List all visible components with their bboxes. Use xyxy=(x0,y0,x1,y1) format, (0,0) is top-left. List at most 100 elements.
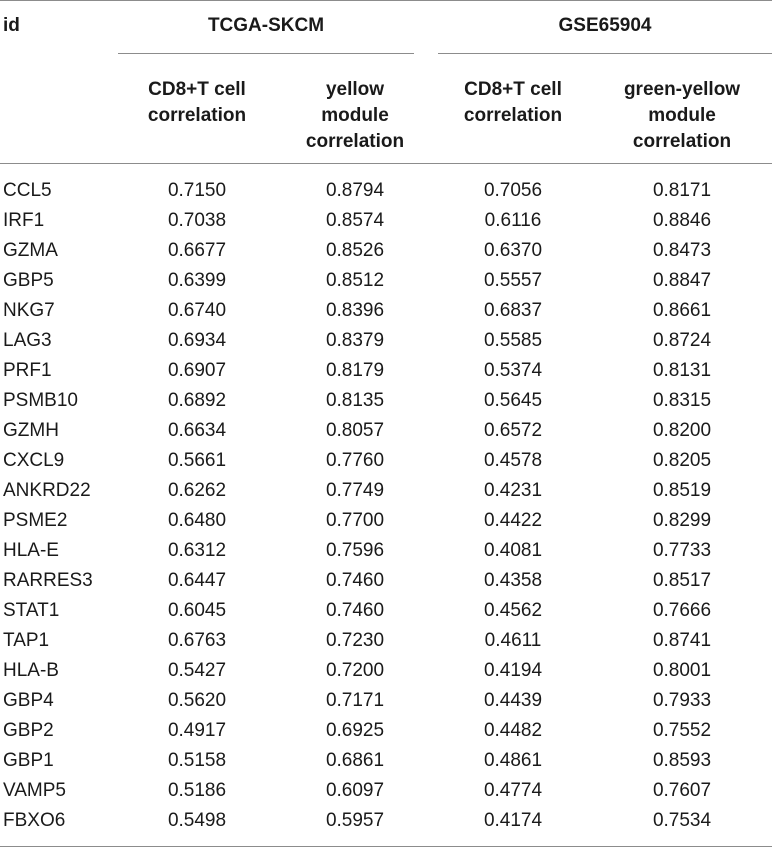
correlation-value-cell: 0.8379 xyxy=(325,329,385,351)
correlation-value-cell: 0.5186 xyxy=(167,779,227,801)
correlation-value-cell: 0.6925 xyxy=(325,719,385,741)
correlation-value-cell: 0.8526 xyxy=(325,239,385,261)
gene-id-cell: RARRES3 xyxy=(3,569,93,591)
correlation-value-cell: 0.8794 xyxy=(325,179,385,201)
correlation-value-cell: 0.7171 xyxy=(325,689,385,711)
sub-header-line: yellow xyxy=(325,79,385,100)
correlation-value-cell: 0.8205 xyxy=(652,449,712,471)
correlation-value-cell: 0.8396 xyxy=(325,299,385,321)
correlation-value-cell: 0.8741 xyxy=(652,629,712,651)
correlation-value-cell: 0.8135 xyxy=(325,389,385,411)
correlation-value-cell: 0.6045 xyxy=(167,599,227,621)
sub-header-line: CD8+T cell xyxy=(148,79,246,100)
correlation-value-cell: 0.6572 xyxy=(483,419,543,441)
correlation-value-cell: 0.6097 xyxy=(325,779,385,801)
gene-id-cell: GZMH xyxy=(3,419,59,441)
correlation-value-cell: 0.6634 xyxy=(167,419,227,441)
correlation-value-cell: 0.7150 xyxy=(167,179,227,201)
correlation-value-cell: 0.6892 xyxy=(167,389,227,411)
correlation-value-cell: 0.6370 xyxy=(483,239,543,261)
sub-header-line: module xyxy=(321,105,389,126)
gene-id-cell: VAMP5 xyxy=(3,779,67,801)
gene-id-cell: GZMA xyxy=(3,239,58,261)
group-header-row: id TCGA-SKCM GSE65904 xyxy=(0,0,772,67)
correlation-value-cell: 0.8200 xyxy=(652,419,712,441)
table-row: GBP1 0.5158 0.6861 0.4861 0.8593 xyxy=(0,746,772,776)
table-row: IRF1 0.7038 0.8574 0.6116 0.8846 xyxy=(0,206,772,236)
correlation-value-cell: 0.4194 xyxy=(483,659,543,681)
correlation-value-cell: 0.7460 xyxy=(325,599,385,621)
correlation-value-cell: 0.6861 xyxy=(325,749,385,771)
gene-id-cell: PSME2 xyxy=(3,509,68,531)
correlation-value-cell: 0.6262 xyxy=(167,479,227,501)
gene-id-cell: STAT1 xyxy=(3,599,60,621)
sub-header-line: CD8+T cell xyxy=(464,79,562,100)
table-row: VAMP5 0.5186 0.6097 0.4774 0.7607 xyxy=(0,776,772,806)
sub-header-tcga-module: yellow module correlation xyxy=(276,67,435,164)
correlation-value-cell: 0.7038 xyxy=(167,209,227,231)
group-label-gse: GSE65904 xyxy=(438,13,772,54)
correlation-value-cell: 0.4861 xyxy=(483,749,543,771)
gene-id-cell: HLA-B xyxy=(3,659,59,681)
correlation-value-cell: 0.7596 xyxy=(325,539,385,561)
correlation-value-cell: 0.7230 xyxy=(325,629,385,651)
sub-header-row: CD8+T cell correlation yellow module cor… xyxy=(0,67,772,164)
correlation-value-cell: 0.8299 xyxy=(652,509,712,531)
correlation-value-cell: 0.7749 xyxy=(325,479,385,501)
correlation-value-cell: 0.6740 xyxy=(167,299,227,321)
correlation-value-cell: 0.4917 xyxy=(167,719,227,741)
correlation-value-cell: 0.8001 xyxy=(652,659,712,681)
table-row: FBXO6 0.5498 0.5957 0.4174 0.7534 xyxy=(0,805,772,847)
correlation-value-cell: 0.6116 xyxy=(484,209,542,231)
correlation-value-cell: 0.4774 xyxy=(483,779,543,801)
correlation-value-cell: 0.8512 xyxy=(325,269,385,291)
gene-id-cell: TAP1 xyxy=(3,629,50,651)
sub-header-line: correlation xyxy=(632,131,732,152)
table-row: GZMA 0.6677 0.8526 0.6370 0.8473 xyxy=(0,236,772,266)
gene-id-cell: PRF1 xyxy=(3,359,52,381)
correlation-value-cell: 0.5158 xyxy=(167,749,227,771)
correlation-value-cell: 0.6934 xyxy=(167,329,227,351)
correlation-value-cell: 0.8315 xyxy=(652,389,712,411)
gene-id-cell: PSMB10 xyxy=(3,389,78,411)
correlation-value-cell: 0.7933 xyxy=(652,689,712,711)
correlation-value-cell: 0.7552 xyxy=(652,719,712,741)
correlation-value-cell: 0.7607 xyxy=(652,779,712,801)
table-row: TAP1 0.6763 0.7230 0.4611 0.8741 xyxy=(0,626,772,656)
correlation-value-cell: 0.5374 xyxy=(483,359,543,381)
correlation-value-cell: 0.8057 xyxy=(325,419,385,441)
gene-id-cell: NKG7 xyxy=(3,299,55,321)
correlation-value-cell: 0.5661 xyxy=(167,449,227,471)
gene-id-cell: CCL5 xyxy=(3,179,52,201)
correlation-value-cell: 0.4562 xyxy=(483,599,543,621)
gene-id-cell: CXCL9 xyxy=(3,449,65,471)
table-row: LAG3 0.6934 0.8379 0.5585 0.8724 xyxy=(0,326,772,356)
table-row: GBP2 0.4917 0.6925 0.4482 0.7552 xyxy=(0,716,772,746)
table-row: PSMB10 0.6892 0.8135 0.5645 0.8315 xyxy=(0,386,772,416)
correlation-value-cell: 0.7760 xyxy=(325,449,385,471)
sub-header-line: module xyxy=(648,105,716,126)
table-row: ANKRD22 0.6262 0.7749 0.4231 0.8519 xyxy=(0,476,772,506)
sub-header-line: green-yellow xyxy=(623,79,741,100)
correlation-value-cell: 0.4358 xyxy=(483,569,543,591)
correlation-value-cell: 0.7700 xyxy=(325,509,385,531)
correlation-value-cell: 0.4439 xyxy=(483,689,543,711)
gene-id-cell: GBP4 xyxy=(3,689,54,711)
correlation-value-cell: 0.8519 xyxy=(652,479,712,501)
correlation-value-cell: 0.8724 xyxy=(652,329,712,351)
correlation-value-cell: 0.8847 xyxy=(652,269,712,291)
correlation-value-cell: 0.4482 xyxy=(483,719,543,741)
correlation-value-cell: 0.6837 xyxy=(483,299,543,321)
gene-id-cell: GBP5 xyxy=(3,269,54,291)
correlation-value-cell: 0.4578 xyxy=(483,449,543,471)
table-row: STAT1 0.6045 0.7460 0.4562 0.7666 xyxy=(0,596,772,626)
correlation-value-cell: 0.6447 xyxy=(167,569,227,591)
id-header: id xyxy=(0,0,118,67)
correlation-value-cell: 0.7200 xyxy=(325,659,385,681)
table-row: PSME2 0.6480 0.7700 0.4422 0.8299 xyxy=(0,506,772,536)
gene-id-cell: ANKRD22 xyxy=(3,479,91,501)
correlation-value-cell: 0.6677 xyxy=(167,239,227,261)
correlation-value-cell: 0.8517 xyxy=(652,569,712,591)
table-row: CCL5 0.7150 0.8794 0.7056 0.8171 xyxy=(0,163,772,206)
